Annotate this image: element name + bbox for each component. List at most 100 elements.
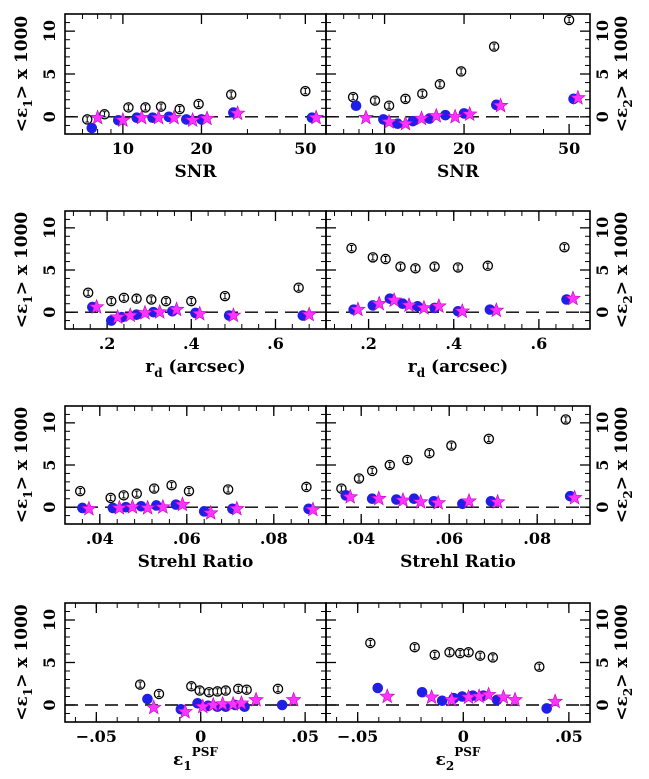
star-point: [154, 498, 171, 514]
y-tick-label: 10: [593, 412, 612, 434]
star-point: [547, 693, 564, 709]
star-point: [357, 109, 374, 125]
star-point: [461, 492, 477, 509]
star-point: [199, 110, 215, 126]
blue-circle-point: [440, 109, 451, 121]
y-tick-label: 5: [40, 459, 59, 470]
star-point: [415, 299, 432, 315]
panel-3-0: −.05 0 .05 0 5 10 ε1PSF <ε1> x 1000: [12, 602, 327, 773]
blue-circle-point: [436, 695, 448, 707]
star-point: [174, 496, 191, 512]
x-tick-label: .05: [555, 727, 583, 746]
star-point: [492, 97, 509, 113]
y-tick-label: 0: [593, 699, 612, 710]
star-point: [461, 105, 478, 122]
y-tick-label: 10: [40, 412, 59, 434]
y-tick-label: 5: [40, 264, 59, 275]
panel-2-1: .04 .06 .08 0 5 10 Strehl Ratio <ε2> x 1000: [325, 405, 635, 572]
star-point: [381, 113, 398, 129]
x-tick-label: 50: [294, 139, 316, 158]
blue-circle-point: [350, 100, 362, 112]
panel-frame: [64, 405, 327, 525]
star-point: [191, 305, 208, 321]
blue-circle-point: [456, 691, 468, 702]
star-point: [430, 494, 447, 510]
x-axis-label: Strehl Ratio: [138, 552, 254, 572]
star-point: [395, 492, 411, 508]
x-tick-label: .08: [523, 529, 551, 548]
y-axis-label: <ε1> x 1000: [12, 604, 35, 721]
star-point: [139, 499, 156, 515]
star-point: [124, 498, 141, 514]
star-point: [168, 301, 185, 317]
star-point: [565, 290, 581, 306]
x-tick-label: 0: [458, 727, 469, 746]
x-tick-label: 10: [373, 139, 395, 158]
x-tick-label: .6: [531, 334, 548, 353]
x-tick-label: .2: [99, 334, 116, 353]
star-point: [229, 105, 246, 121]
y-axis-label: <ε2> x 1000: [612, 212, 635, 329]
y-tick-label: 10: [40, 217, 59, 239]
star-point: [225, 307, 242, 323]
star-point: [177, 703, 194, 719]
blue-circle-point: [77, 502, 88, 514]
blue-circle-point: [391, 494, 402, 505]
y-tick-label: 0: [40, 699, 59, 710]
y-tick-label: 5: [593, 459, 612, 470]
y-tick-label: 10: [593, 20, 612, 42]
x-tick-label: .08: [260, 529, 288, 548]
star-point: [507, 691, 523, 707]
star-point: [386, 291, 403, 308]
panel-3-1: −.05 0 .05 0 5 10 ε2PSF <ε2> x 1000: [325, 602, 635, 773]
star-point: [371, 295, 388, 311]
x-axis-label: SNR: [437, 162, 480, 182]
y-tick-label: 0: [40, 502, 59, 513]
y-axis-label: <ε1> x 1000: [12, 407, 35, 524]
x-tick-label: .6: [267, 334, 284, 353]
star-point: [111, 499, 128, 515]
y-axis-label: <ε2> x 1000: [612, 407, 635, 524]
x-tick-label: −.05: [76, 727, 117, 746]
blue-circle-point: [181, 114, 192, 125]
star-point: [401, 297, 417, 313]
x-tick-label: 20: [453, 139, 475, 158]
y-tick-label: 5: [40, 657, 59, 668]
star-point: [122, 307, 139, 323]
star-point: [308, 109, 325, 125]
y-tick-label: 0: [40, 111, 59, 122]
star-point: [233, 694, 250, 711]
star-point: [447, 108, 464, 124]
x-tick-label: .2: [360, 334, 377, 353]
star-point: [151, 303, 168, 319]
star-point: [248, 691, 264, 707]
star-point: [430, 297, 447, 314]
star-point: [566, 489, 583, 505]
star-point: [89, 109, 106, 125]
y-tick-label: 0: [593, 502, 612, 513]
y-tick-label: 5: [593, 264, 612, 275]
x-axis-label: Strehl Ratio: [400, 552, 516, 572]
y-tick-label: 5: [40, 68, 59, 79]
star-point: [114, 111, 131, 128]
x-tick-label: .06: [435, 529, 463, 548]
panel-0-0: 10 20 50 0 5 10 SNR <ε1> x 1000: [12, 13, 327, 182]
star-point: [202, 504, 219, 520]
star-point: [379, 688, 396, 704]
blue-circle-point: [276, 699, 288, 711]
x-tick-label: 10: [112, 139, 134, 158]
x-tick-label: 20: [190, 139, 212, 158]
x-tick-label: 50: [558, 139, 580, 158]
star-point: [109, 308, 126, 324]
star-point: [495, 688, 512, 705]
y-tick-label: 10: [593, 217, 612, 239]
x-axis-label: ε2PSF: [436, 745, 481, 773]
y-tick-label: 0: [593, 111, 612, 122]
star-point: [454, 302, 471, 319]
blue-circle-point: [142, 693, 153, 705]
y-axis-label: <ε1> x 1000: [12, 16, 35, 133]
y-axis-label: <ε1> x 1000: [12, 212, 35, 329]
star-point: [370, 490, 387, 506]
star-point: [349, 301, 366, 317]
